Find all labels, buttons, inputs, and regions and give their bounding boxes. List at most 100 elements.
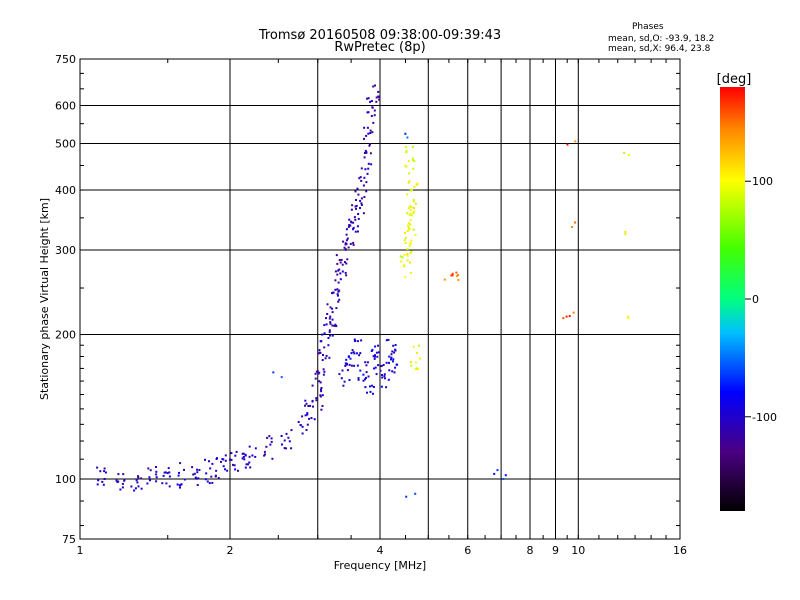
- echo-point: [285, 432, 288, 435]
- echo-point: [321, 405, 324, 407]
- echo-point: [367, 375, 370, 378]
- echo-point: [140, 477, 143, 480]
- echo-point: [321, 394, 324, 397]
- echo-point: [414, 368, 417, 371]
- echo-point: [99, 470, 102, 473]
- echo-point: [155, 476, 158, 479]
- echo-point: [344, 271, 347, 274]
- echo-point: [366, 391, 368, 394]
- echo-point: [373, 114, 376, 117]
- echo-point: [404, 132, 407, 135]
- echo-point: [230, 452, 233, 455]
- echo-point: [373, 367, 376, 370]
- echo-point: [345, 358, 348, 361]
- echo-point: [315, 397, 318, 400]
- echo-point: [155, 480, 158, 483]
- echo-point: [376, 355, 379, 358]
- echo-point: [407, 229, 410, 232]
- echo-point: [329, 306, 332, 309]
- echo-point: [103, 478, 106, 480]
- echo-point: [192, 473, 195, 476]
- echo-point: [404, 276, 407, 279]
- echo-point: [305, 402, 308, 405]
- echo-point: [357, 213, 360, 215]
- echo-point: [367, 132, 370, 135]
- plot-frame: [79, 58, 681, 540]
- echo-point: [103, 467, 106, 470]
- echo-point: [191, 466, 194, 469]
- echo-point: [323, 370, 326, 373]
- echo-point: [392, 360, 394, 363]
- echo-point: [332, 291, 334, 294]
- echo-point: [197, 477, 200, 480]
- echo-point: [229, 458, 231, 461]
- echo-point: [121, 486, 124, 489]
- y-tick-label: 100: [55, 473, 76, 486]
- echo-point: [359, 352, 362, 355]
- echo-point: [375, 373, 378, 376]
- echo-point: [350, 220, 352, 223]
- echo-point: [357, 217, 360, 220]
- echo-point: [565, 315, 568, 318]
- echo-point: [388, 369, 391, 372]
- echo-point: [211, 462, 214, 465]
- colorbar-tick-label: -100: [752, 411, 777, 424]
- echo-point: [349, 357, 352, 360]
- echo-point: [414, 202, 417, 205]
- echo-point: [96, 466, 99, 469]
- echo-point: [358, 177, 361, 180]
- echo-point: [347, 355, 350, 358]
- echo-point: [337, 269, 340, 272]
- echo-point: [369, 100, 372, 103]
- echo-point: [312, 405, 314, 408]
- echo-point: [372, 85, 375, 88]
- echo-point: [409, 219, 412, 222]
- echo-point: [217, 477, 220, 480]
- echo-point: [399, 255, 402, 258]
- echo-point: [366, 126, 369, 129]
- echo-point: [627, 154, 630, 156]
- echo-point: [353, 216, 356, 219]
- echo-point: [285, 447, 287, 450]
- echo-point: [393, 371, 396, 374]
- echo-point: [208, 482, 211, 485]
- echo-point: [406, 230, 409, 233]
- echo-point: [168, 485, 171, 488]
- echo-point: [381, 376, 384, 379]
- echo-point: [341, 263, 344, 266]
- echo-point: [623, 152, 626, 154]
- echo-point: [270, 437, 273, 440]
- echo-point: [366, 111, 369, 114]
- echo-point: [136, 481, 139, 484]
- echo-point: [407, 226, 410, 229]
- echo-point: [177, 474, 180, 477]
- echo-point: [374, 345, 377, 348]
- x-tick-label: 4: [377, 544, 384, 557]
- echo-point: [224, 454, 227, 457]
- echo-point: [406, 136, 409, 139]
- echo-point: [335, 307, 338, 310]
- echo-point: [123, 479, 126, 482]
- echo-point: [354, 230, 357, 233]
- echo-point: [344, 261, 346, 264]
- echo-point: [365, 181, 368, 184]
- echo-point: [410, 361, 412, 364]
- echo-point: [562, 317, 565, 320]
- echo-point: [304, 404, 306, 407]
- echo-point: [339, 272, 342, 275]
- echo-point: [319, 395, 322, 398]
- echo-point: [387, 378, 390, 381]
- echo-point: [301, 415, 304, 418]
- echo-point: [369, 152, 372, 155]
- echo-point: [388, 361, 390, 364]
- echo-point: [375, 96, 378, 99]
- y-tick-label: 300: [55, 244, 76, 257]
- echo-point: [408, 213, 411, 216]
- echo-point: [409, 188, 412, 191]
- echo-point: [161, 482, 164, 485]
- echo-point: [242, 456, 245, 458]
- echo-point: [234, 468, 237, 471]
- echo-point: [121, 482, 124, 485]
- echo-point: [407, 207, 410, 210]
- echo-point: [183, 478, 186, 481]
